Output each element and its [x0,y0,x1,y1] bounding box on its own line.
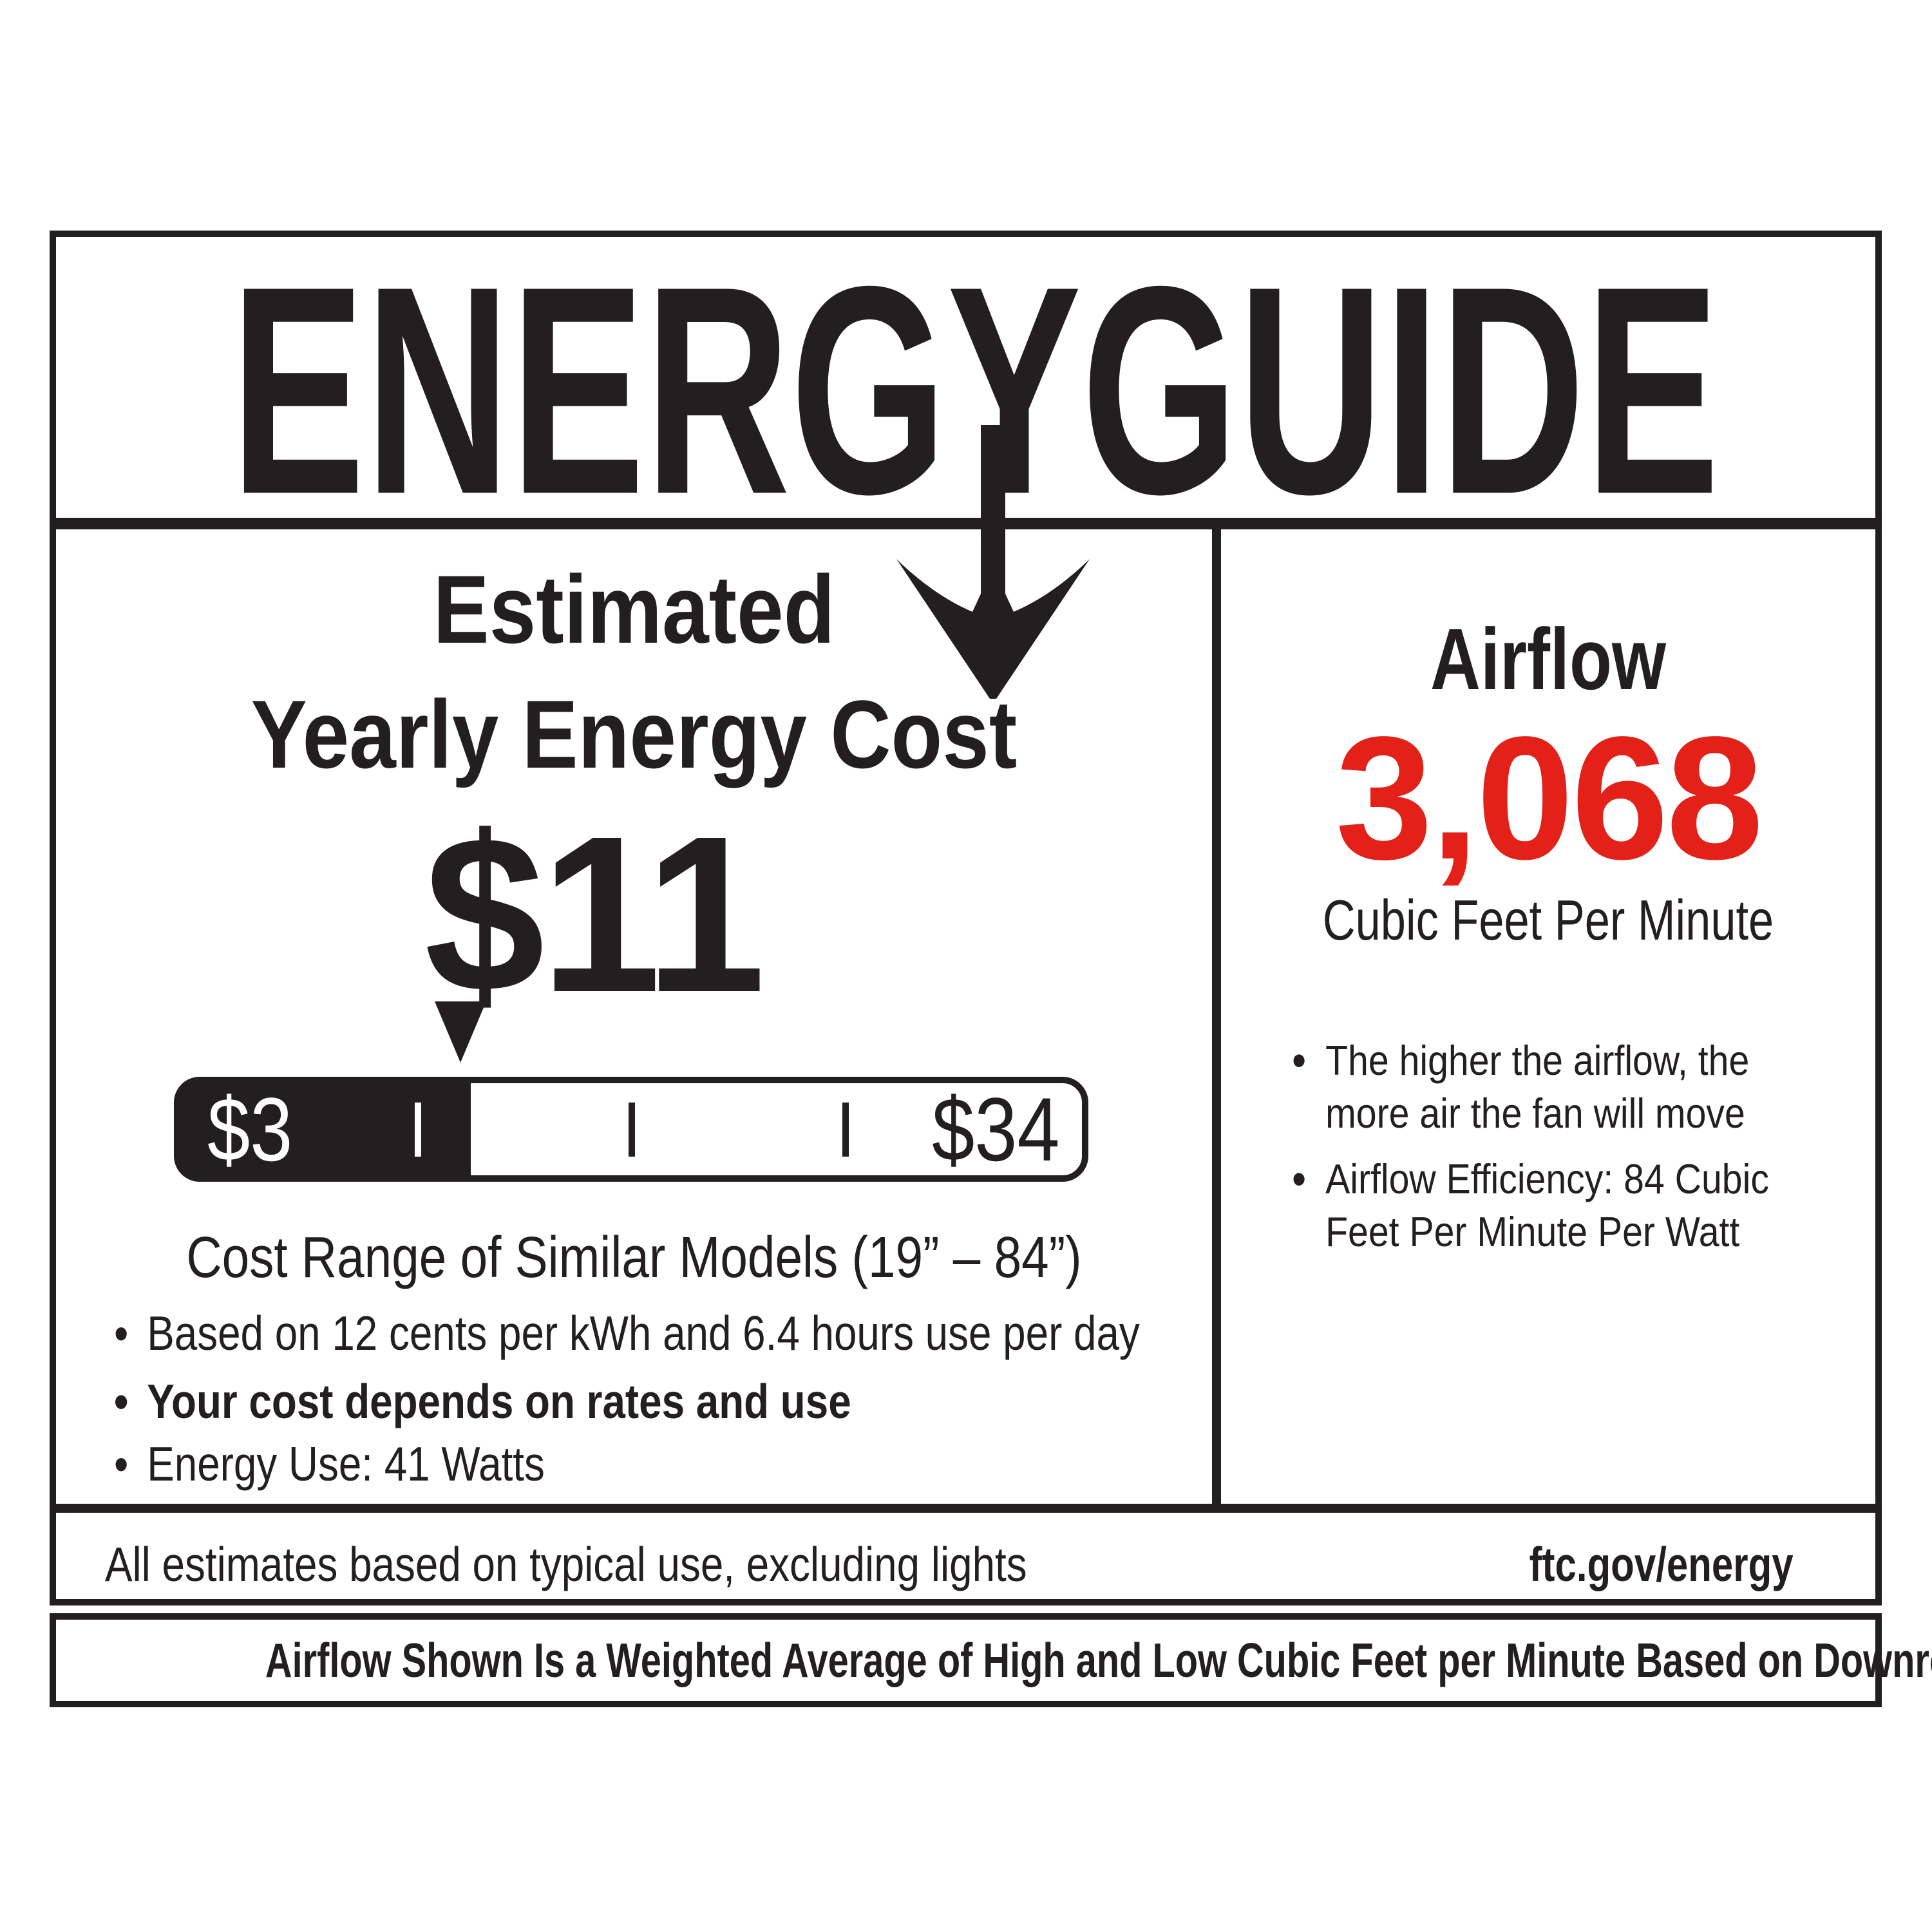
energyguide-label: ENERGYGUIDE Estimated Yearly Energy Cost… [50,231,1882,1605]
cost-range-caption: Cost Range of Similar Models (19” – 84”) [186,1226,1082,1290]
right-bullet-item: • Airflow Efficiency: 84 Cubic Feet Per … [1292,1153,1769,1258]
left-bullet-item: • Based on 12 cents per kWh and 6.4 hour… [114,1306,1140,1360]
bullet-icon: • [114,1306,129,1360]
yearly-cost-value: $11 [424,790,766,1039]
airflow-value: 3,068 [1335,700,1764,896]
banner-text: Airflow Shown Is a Weighted Average of H… [265,1633,1932,1687]
cost-marker-arrow-icon [435,1001,486,1063]
estimated-title-line1: Estimated [433,555,835,663]
bar-tick-icon [629,1103,635,1157]
bar-tick-icon [415,1103,421,1157]
column-divider-line [1212,529,1221,1504]
bullet-text: Energy Use: 41 Watts [147,1437,545,1491]
airflow-unit: Cubic Feet Per Minute [1322,888,1774,952]
footer-note: All estimates based on typical use, excl… [105,1537,1027,1591]
bullet-text: Your cost depends on rates and use [147,1374,851,1428]
right-bullet-item: • The higher the airflow, the more air t… [1292,1034,1749,1140]
airflow-heading: Airflow [1430,611,1666,708]
bullet-text: The higher the airflow, the more air the… [1325,1037,1750,1137]
footer-link: ftc.gov/energy [1529,1537,1794,1591]
bullet-text: Based on 12 cents per kWh and 6.4 hours … [147,1306,1140,1360]
left-bullet-item: • Energy Use: 41 Watts [114,1437,545,1491]
logo-divider-line [56,518,1875,529]
estimated-title-line2: Yearly Energy Cost [251,680,1018,788]
energyguide-logo-text: ENERGYGUIDE [231,277,1719,496]
down-arrow-shape [896,425,1090,699]
left-bullet-item: • Your cost depends on rates and use [114,1374,851,1428]
bullet-text: Airflow Efficiency: 84 Cubic Feet Per Mi… [1325,1155,1769,1255]
logo-down-arrow-icon [896,425,1090,699]
bullet-icon: • [114,1374,129,1428]
bullet-icon: • [114,1437,129,1491]
energyguide-logo: ENERGYGUIDE [231,277,1719,496]
bullet-icon: • [1292,1153,1307,1205]
info-banner: Airflow Shown Is a Weighted Average of H… [50,1613,1932,1707]
cost-range-bar: $3 $34 [174,1077,1088,1182]
bar-max-label: $34 [932,1079,1060,1180]
bar-min-label: $3 [207,1079,293,1180]
bar-tick-icon [842,1103,849,1157]
footer-divider-line [56,1504,1875,1513]
cost-range-bar-fill [180,1083,471,1175]
bullet-icon: • [1292,1035,1307,1086]
